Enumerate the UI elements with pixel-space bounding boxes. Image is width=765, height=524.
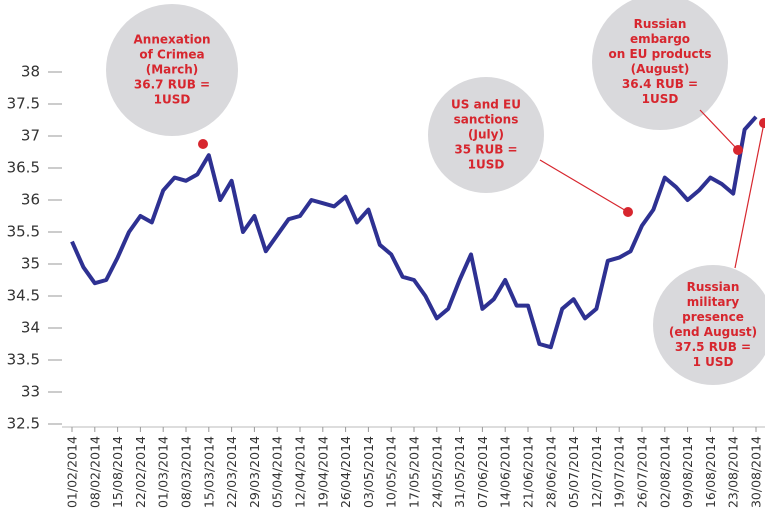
annotation-text: Russian [634, 17, 687, 31]
x-tick-label: 09/08/2014 [680, 436, 695, 508]
y-tick-label: 36.5 [7, 159, 40, 177]
annotation-dot [759, 118, 765, 128]
y-tick-label: 38 [21, 63, 40, 81]
annotation-text: of Crimea [139, 48, 204, 62]
x-tick-label: 12/07/2014 [589, 436, 604, 508]
x-tick-label: 26/07/2014 [635, 436, 650, 508]
y-tick-label: 35.5 [7, 223, 40, 241]
y-tick-label: 34 [21, 319, 40, 337]
annotation-text: 1 USD [693, 355, 734, 369]
annotation-text: US and EU [451, 98, 521, 112]
x-tick-label: 01/03/2014 [156, 436, 171, 508]
x-tick-label: 14/06/2014 [498, 436, 513, 508]
x-tick-label: 15/08/2014 [110, 436, 125, 508]
y-tick-label: 37.5 [7, 95, 40, 113]
annotation-text: embargo [630, 32, 690, 46]
x-tick-label: 21/06/2014 [521, 436, 536, 508]
annotation-text: 1USD [468, 158, 505, 172]
annotation-text: Russian [687, 280, 740, 294]
annotation-dot [733, 145, 743, 155]
x-tick-label: 28/06/2014 [543, 436, 558, 508]
x-tick-label: 26/04/2014 [338, 436, 353, 508]
annotation-text: (March) [146, 63, 199, 77]
x-tick-label: 23/08/2014 [726, 436, 741, 508]
annotation-text: military [687, 295, 740, 309]
x-tick-label: 03/05/2014 [361, 436, 376, 508]
annotation-text: sanctions [454, 113, 519, 127]
annotation-text: presence [682, 310, 744, 324]
y-tick-label: 33.5 [7, 351, 40, 369]
annotation-bubble [428, 77, 544, 193]
annotation-leader [734, 122, 765, 269]
x-tick-label: 29/03/2014 [247, 436, 262, 508]
x-tick-label: 08/03/2014 [179, 436, 194, 508]
x-tick-label: 12/04/2014 [293, 436, 308, 508]
x-tick-label: 05/07/2014 [566, 436, 581, 508]
y-tick-label: 37 [21, 127, 40, 145]
y-tick-label: 32.5 [7, 415, 40, 433]
x-tick-label: 31/05/2014 [452, 436, 467, 508]
x-tick-label: 02/08/2014 [657, 436, 672, 508]
annotation-text: on EU products [609, 47, 712, 61]
x-tick-label: 17/05/2014 [407, 436, 422, 508]
annotation-bubble [592, 0, 728, 130]
x-tick-label: 10/05/2014 [384, 436, 399, 508]
y-tick-label: 35 [21, 255, 40, 273]
x-tick-label: 22/02/2014 [133, 436, 148, 508]
annotation-dot [623, 207, 633, 217]
annotation-text: 35 RUB = [454, 143, 517, 157]
annotation-text: 36.7 RUB = [134, 78, 210, 92]
y-tick-label: 33 [21, 383, 40, 401]
annotation-text: 36.4 RUB = [622, 77, 698, 91]
annotation-text: 37.5 RUB = [675, 340, 751, 354]
y-tick-label: 36 [21, 191, 40, 209]
x-tick-label: 30/08/2014 [749, 436, 764, 508]
annotation-bubble [106, 4, 238, 136]
annotation-text: (July) [468, 128, 504, 142]
annotation-text: 1USD [154, 93, 191, 107]
annotation-leader [699, 109, 739, 151]
annotation-text: (August) [631, 62, 690, 76]
annotation-text: 1USD [642, 92, 679, 106]
y-tick-label: 34.5 [7, 287, 40, 305]
x-tick-label: 08/02/2014 [87, 436, 102, 508]
x-tick-label: 19/07/2014 [612, 436, 627, 508]
x-tick-label: 07/06/2014 [475, 436, 490, 508]
annotation-text: Annexation [134, 33, 211, 47]
annotation-leader [539, 159, 629, 213]
x-tick-label: 01/02/2014 [65, 436, 80, 508]
x-tick-label: 24/05/2014 [429, 436, 444, 508]
annotation-text: (end August) [669, 325, 757, 339]
data-line [70, 115, 758, 350]
x-tick-label: 05/04/2014 [270, 436, 285, 508]
annotation-dot [198, 139, 208, 149]
x-tick-label: 22/03/2014 [224, 436, 239, 508]
x-tick-label: 15/03/2014 [201, 436, 216, 508]
x-tick-label: 16/08/2014 [703, 436, 718, 508]
annotation-bubble [653, 265, 765, 385]
x-tick-label: 19/04/2014 [315, 436, 330, 508]
